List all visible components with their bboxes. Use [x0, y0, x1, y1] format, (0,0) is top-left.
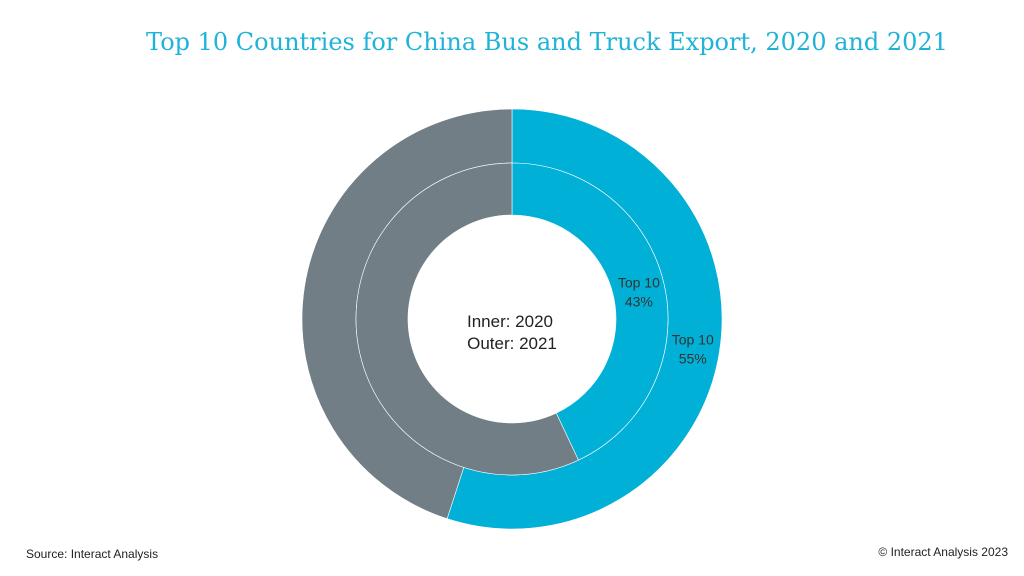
inner-ring-2020: [355, 162, 669, 476]
source-note: Source: Interact Analysis: [26, 547, 159, 561]
slice-label-name-2020: Top 10: [618, 275, 660, 291]
center-label-outer: Outer: 2021: [467, 334, 557, 353]
slice-label-value-2020: 43%: [625, 294, 653, 310]
slice-label-name-2021: Top 10: [672, 332, 714, 348]
center-label-inner: Inner: 2020: [467, 312, 553, 331]
slice-label-value-2021: 55%: [679, 351, 707, 367]
copyright-note: © Interact Analysis 2023: [878, 545, 1008, 559]
slice-2020-others: [355, 162, 579, 476]
chart-title: Top 10 Countries for China Bus and Truck…: [146, 28, 948, 56]
slice-2020-top-10: [511, 162, 669, 461]
slice-labels: Top 10 43% Top 10 55%: [618, 275, 714, 367]
